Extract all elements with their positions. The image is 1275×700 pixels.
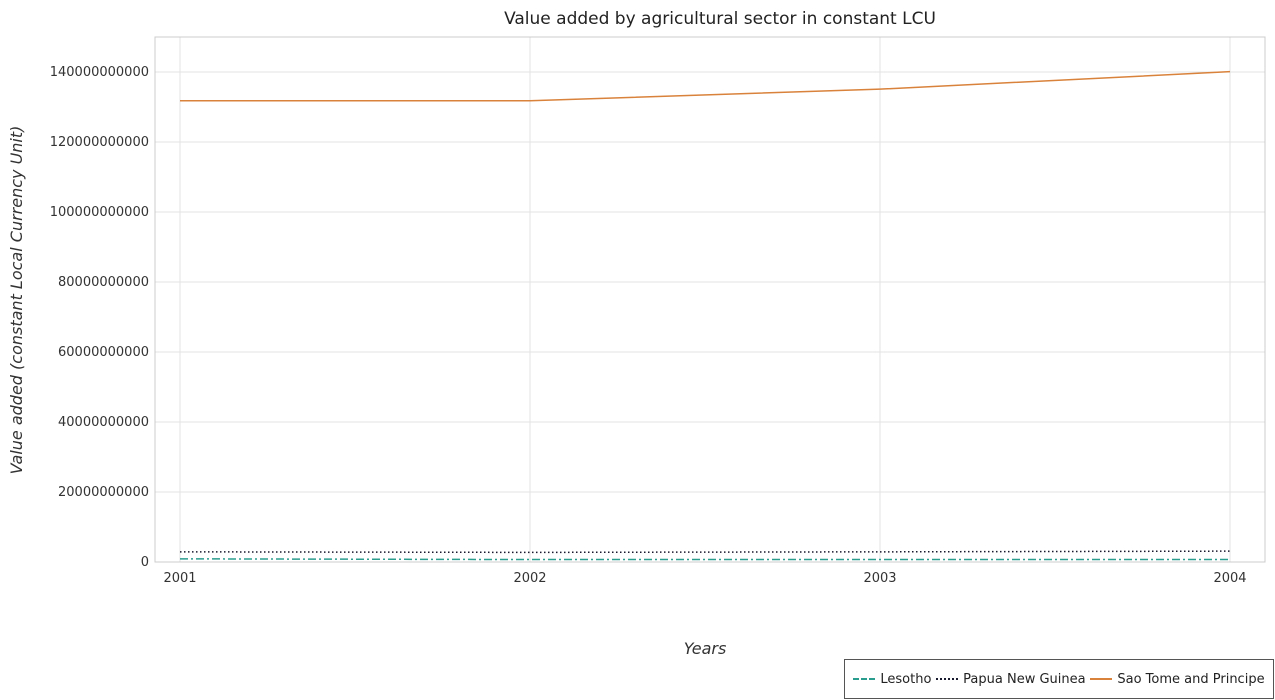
x-axis-title: Years	[684, 639, 727, 658]
y-tick-label: 0	[141, 555, 149, 570]
y-tick-label: 80000000000	[58, 275, 149, 290]
legend-label: Lesotho	[880, 671, 932, 687]
legend-item: Sao Tome and Principe	[1090, 671, 1265, 687]
x-tick-label: 2002	[513, 571, 546, 586]
legend-item: Lesotho	[853, 672, 931, 687]
legend-swatch	[936, 678, 959, 680]
series-lines	[179, 70, 1231, 561]
x-tick-label: 2001	[163, 571, 196, 586]
chart-title: Value added by agricultural sector in co…	[504, 9, 936, 29]
x-axis-ticks: 2001 2002 2003 2004	[163, 571, 1246, 586]
legend-swatch	[1090, 678, 1113, 680]
y-axis-title: Value added (constant Local Currency Uni…	[7, 126, 26, 475]
y-tick-label: 120000000000	[50, 135, 149, 150]
legend-label: Sao Tome and Principe	[1117, 671, 1265, 687]
y-axis-ticks: 0 20000000000 40000000000 60000000000 800000…	[50, 65, 149, 570]
y-tick-label: 60000000000	[58, 345, 149, 360]
y-tick-label: 100000000000	[50, 205, 149, 220]
legend-item: Papua New Guinea	[936, 671, 1086, 687]
y-tick-label: 140000000000	[50, 65, 149, 80]
legend: Lesotho Papua New Guinea Sao Tome and Prin…	[844, 659, 1274, 699]
series-line-papua-new-guinea	[179, 550, 1231, 554]
x-tick-label: 2003	[863, 571, 896, 586]
x-tick-label: 2004	[1213, 571, 1246, 586]
y-tick-label: 40000000000	[58, 415, 149, 430]
series-line-sao-tome-and-principe	[180, 70, 1231, 102]
legend-label: Papua New Guinea	[963, 671, 1086, 687]
y-tick-label: 20000000000	[58, 485, 149, 500]
series-line-lesotho	[179, 558, 1231, 561]
plot-area	[154, 36, 1266, 563]
legend-swatch	[853, 678, 876, 680]
grid-lines	[155, 37, 1265, 563]
